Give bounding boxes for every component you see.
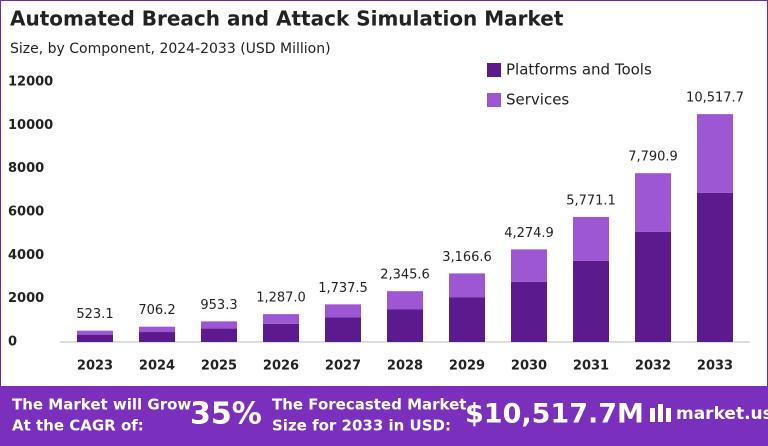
x-tick-label: 2023 bbox=[77, 359, 113, 374]
y-tick-label: 2000 bbox=[8, 291, 44, 306]
cagr-value: 35% bbox=[190, 397, 262, 432]
legend-swatch bbox=[487, 93, 501, 107]
y-tick-label: 12000 bbox=[8, 75, 53, 90]
total-label: 523.1 bbox=[76, 307, 113, 322]
y-tick-label: 0 bbox=[8, 335, 17, 350]
total-label: 706.2 bbox=[138, 303, 175, 318]
x-tick-label: 2026 bbox=[263, 359, 299, 374]
chart-subtitle: Size, by Component, 2024-2033 (USD Milli… bbox=[10, 41, 331, 57]
y-tick-label: 4000 bbox=[8, 248, 44, 263]
total-label: 1,287.0 bbox=[256, 291, 306, 306]
bar-segment bbox=[449, 273, 485, 298]
bar-segment bbox=[511, 249, 547, 282]
x-tick-label: 2027 bbox=[325, 359, 361, 374]
bar-segment bbox=[697, 114, 733, 193]
bar-segment bbox=[635, 231, 671, 342]
logo-icon bbox=[650, 408, 655, 422]
total-label: 953.3 bbox=[200, 298, 237, 313]
bar-segment bbox=[697, 192, 733, 342]
total-label: 2,345.6 bbox=[380, 268, 430, 283]
bar-segment bbox=[77, 334, 113, 342]
cagr-text: The Market will Grow bbox=[12, 396, 191, 414]
forecast-text: The Forecasted Market bbox=[272, 396, 466, 414]
bar-segment bbox=[387, 291, 423, 310]
total-label: 10,517.7 bbox=[686, 91, 744, 106]
brand: market.us bbox=[676, 404, 768, 424]
chart-title: Automated Breach and Attack Simulation M… bbox=[10, 7, 564, 31]
bar-segment bbox=[201, 321, 237, 329]
bar-segment bbox=[573, 216, 609, 261]
bar-segment bbox=[139, 326, 175, 333]
bar-segment bbox=[139, 332, 175, 342]
cagr-text: At the CAGR of: bbox=[12, 417, 144, 435]
total-label: 5,771.1 bbox=[566, 193, 616, 208]
x-tick-label: 2030 bbox=[511, 359, 547, 374]
bar-segment bbox=[325, 304, 361, 318]
forecast-text: Size for 2033 in USD: bbox=[272, 417, 451, 435]
bar-segment bbox=[449, 297, 485, 342]
x-tick-label: 2024 bbox=[139, 359, 175, 374]
total-label: 1,737.5 bbox=[318, 281, 368, 296]
legend-label: Services bbox=[506, 91, 569, 109]
x-tick-label: 2025 bbox=[201, 359, 237, 374]
x-tick-label: 2028 bbox=[387, 359, 423, 374]
bar-segment bbox=[387, 309, 423, 342]
total-label: 4,274.9 bbox=[504, 226, 554, 241]
y-tick-label: 10000 bbox=[8, 118, 53, 133]
y-tick-label: 8000 bbox=[8, 161, 44, 176]
logo-icon bbox=[666, 408, 671, 422]
bar-segment bbox=[573, 260, 609, 342]
forecast-value: $10,517.7M bbox=[465, 399, 644, 430]
total-label: 3,166.6 bbox=[442, 250, 492, 265]
bar-segment bbox=[263, 314, 299, 324]
footer-band bbox=[0, 386, 768, 446]
total-label: 7,790.9 bbox=[628, 150, 678, 165]
bar-segment bbox=[201, 328, 237, 342]
y-tick-label: 6000 bbox=[8, 205, 44, 220]
x-tick-label: 2029 bbox=[449, 359, 485, 374]
legend-swatch bbox=[487, 63, 501, 77]
x-tick-label: 2033 bbox=[697, 359, 733, 374]
logo bbox=[650, 404, 671, 422]
bar-segment bbox=[325, 317, 361, 342]
x-tick-label: 2031 bbox=[573, 359, 609, 374]
bar-segment bbox=[77, 330, 113, 335]
x-tick-label: 2032 bbox=[635, 359, 671, 374]
bar-segment bbox=[635, 173, 671, 232]
legend-label: Platforms and Tools bbox=[506, 61, 652, 79]
bar-segment bbox=[511, 281, 547, 342]
bar-segment bbox=[263, 323, 299, 342]
logo-icon bbox=[658, 404, 663, 422]
